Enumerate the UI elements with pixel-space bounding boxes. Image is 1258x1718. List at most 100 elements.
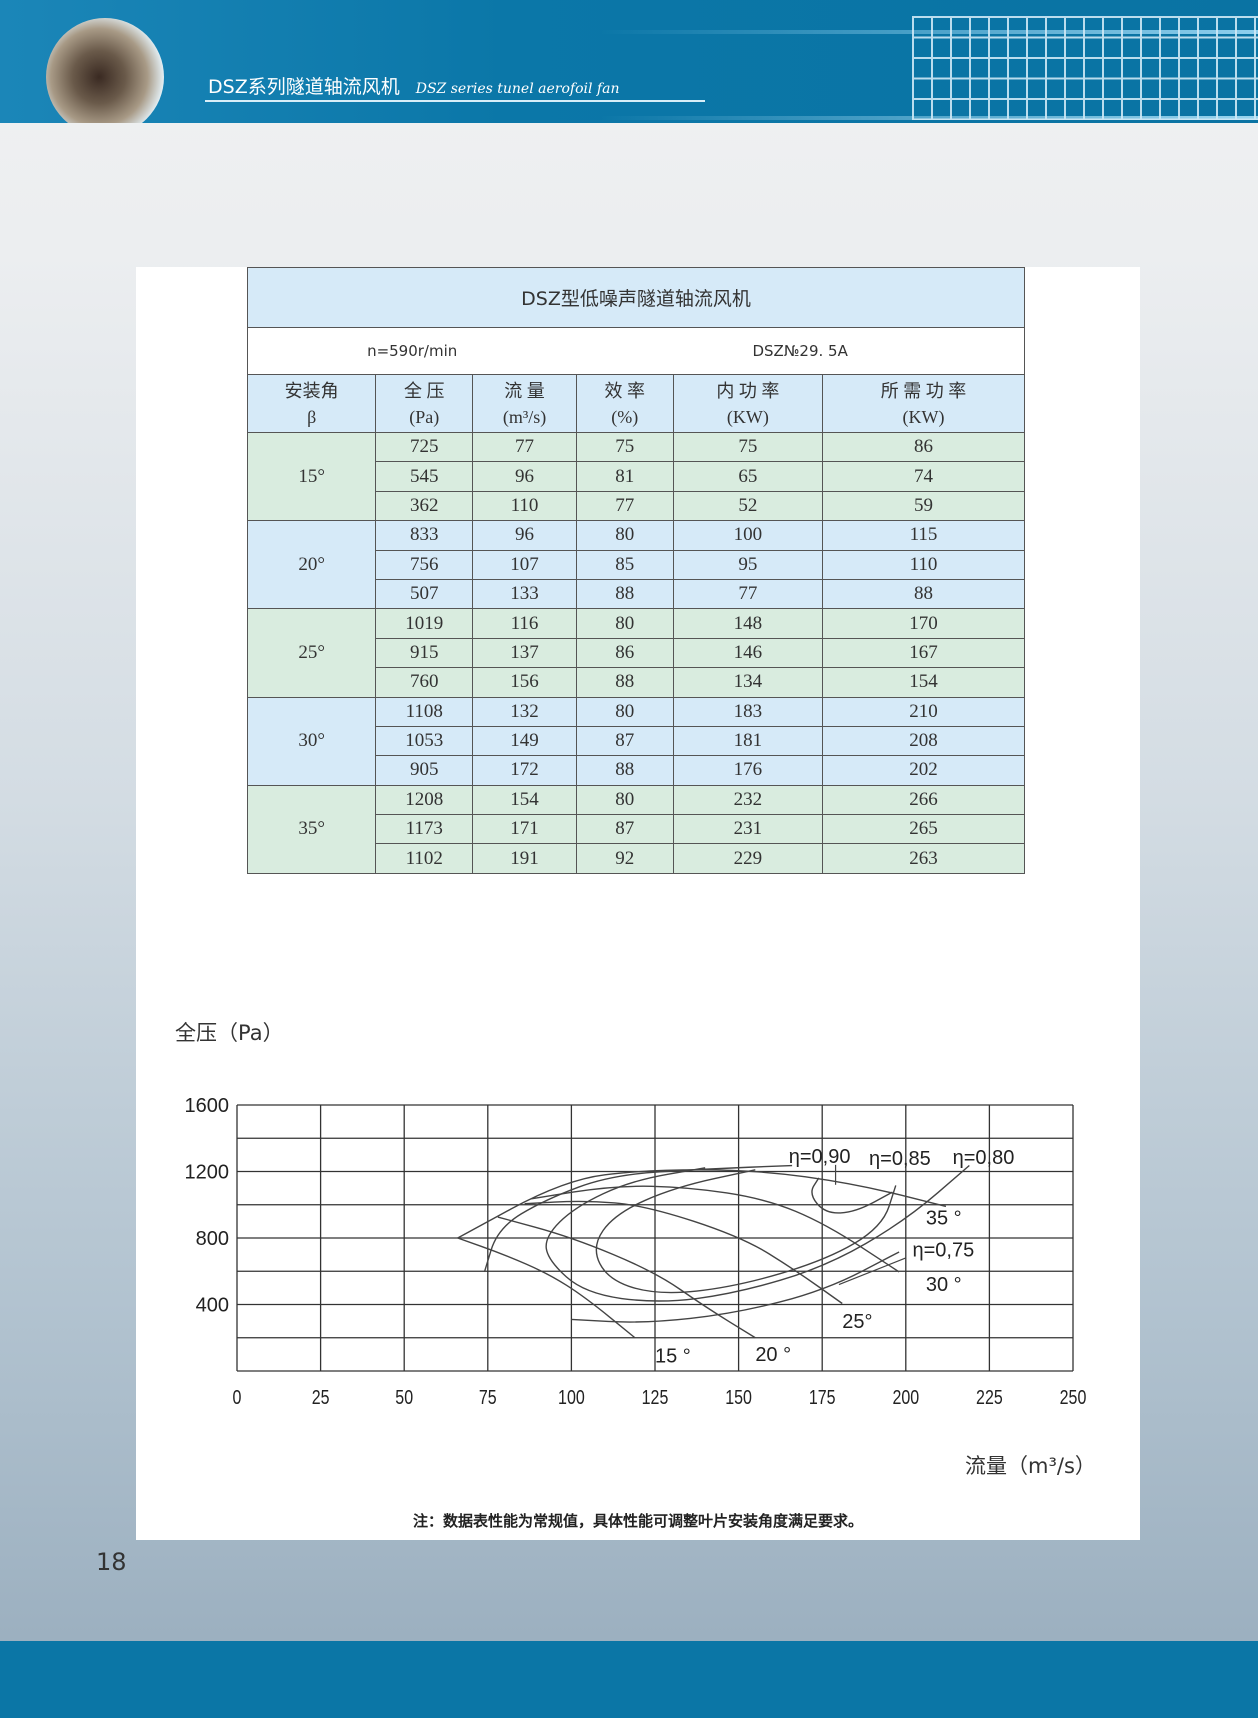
table-row: 15° 725 77 75 75 86 <box>246 431 1025 522</box>
table-cell: 154 <box>822 667 1025 698</box>
table-cell: 86 <box>822 431 1025 463</box>
column-header-line: 所 需 功 率 <box>880 380 967 401</box>
angle-cell: 35° <box>246 784 377 874</box>
table-cell: 1108 <box>375 696 474 727</box>
table-cell: 154 <box>472 784 577 816</box>
table-cell: 88 <box>575 755 674 786</box>
table-cell: 100 <box>672 520 824 551</box>
table-cell: 362 <box>375 490 474 522</box>
column-header-line: 安装角 <box>284 380 339 401</box>
column-header: 流 量 (m³/s) <box>472 374 577 433</box>
column-header: 内 功 率 (KW) <box>672 374 824 433</box>
banner-grid-pattern <box>912 16 1258 120</box>
column-header: 安装角 β <box>246 374 377 433</box>
table-row: 915 137 86 146 167 <box>248 637 1025 669</box>
table-cell: 75 <box>575 431 674 463</box>
table-cell: 725 <box>375 431 474 463</box>
table-cell: 115 <box>822 520 1025 551</box>
table-cell: 77 <box>472 431 577 463</box>
table-cell: 80 <box>575 784 674 816</box>
table-cell: 232 <box>672 784 824 816</box>
table-cell: 1053 <box>375 725 474 757</box>
table-cell: 52 <box>672 490 824 522</box>
table-row: 507 133 88 77 88 <box>248 578 1025 610</box>
table-row: 545 96 81 65 74 <box>248 461 1025 492</box>
column-header-line: (KW) <box>902 406 945 427</box>
column-header: 效 率 (%) <box>575 374 674 433</box>
table-cell: 81 <box>575 461 674 492</box>
table-cell: 266 <box>822 784 1025 816</box>
column-header-line: (KW) <box>726 406 769 427</box>
banner-underline <box>205 100 705 102</box>
table-cell: 265 <box>822 814 1025 845</box>
table-cell: 87 <box>575 725 674 757</box>
table-cell: 172 <box>472 755 577 786</box>
title-chinese: DSZ系列隧道轴流风机 <box>208 76 400 98</box>
table-cell: 110 <box>472 490 577 522</box>
table-cell: 1208 <box>375 784 474 816</box>
column-header-line: 内 功 率 <box>716 380 780 401</box>
table-cell: 134 <box>672 667 824 698</box>
table-cell: 80 <box>575 608 674 639</box>
speed-info: n=590r/min <box>247 327 577 375</box>
table-cell: 80 <box>575 696 674 727</box>
table-cell: 149 <box>472 725 577 757</box>
page-number: 18 <box>96 1548 127 1576</box>
table-row: 760 156 88 134 154 <box>248 667 1025 698</box>
table-cell: 86 <box>575 637 674 669</box>
table-cell: 183 <box>672 696 824 727</box>
table-cell: 137 <box>472 637 577 669</box>
model-info: DSZ№29. 5A <box>576 327 1026 375</box>
footnote: 注：数据表性能为常规值，具体性能可调整叶片安装角度满足要求。 <box>412 1512 863 1530</box>
table-cell: 87 <box>575 814 674 845</box>
table-cell: 80 <box>575 520 674 551</box>
column-header-line: (m³/s) <box>502 406 547 427</box>
table-cell: 905 <box>375 755 474 786</box>
table-cell: 229 <box>672 843 824 874</box>
table-cell: 1019 <box>375 608 474 639</box>
table-cell: 96 <box>472 520 577 551</box>
table-cell: 171 <box>472 814 577 845</box>
table-cell: 191 <box>472 843 577 874</box>
table-cell: 915 <box>375 637 474 669</box>
performance-table: DSZ型低噪声隧道轴流风机 n=590r/min DSZ№29. 5A 安装角 β 全… <box>246 267 1026 874</box>
table-row: 20° 833 96 80 100 115 <box>246 520 1025 610</box>
column-header: 全 压 (Pa) <box>375 374 474 433</box>
table-cell: 88 <box>575 667 674 698</box>
table-cell: 760 <box>375 667 474 698</box>
table-cell: 132 <box>472 696 577 727</box>
table-row: 362 110 77 52 59 <box>248 490 1025 522</box>
table-cell: 148 <box>672 608 824 639</box>
table-cell: 85 <box>575 549 674 580</box>
table-cell: 88 <box>822 578 1025 610</box>
angle-cell: 20° <box>246 520 377 610</box>
column-header-line: (Pa) <box>409 406 440 427</box>
angle-cell: 15° <box>246 431 377 522</box>
table-cell: 88 <box>575 578 674 610</box>
table-row: 756 107 85 95 110 <box>248 549 1025 580</box>
column-header-line: β <box>307 406 317 427</box>
table-cell: 65 <box>672 461 824 492</box>
column-header-line: 全 压 <box>404 380 445 401</box>
table-cell: 116 <box>472 608 577 639</box>
column-header-line: 流 量 <box>504 380 545 401</box>
table-cell: 156 <box>472 667 577 698</box>
table-cell: 107 <box>472 549 577 580</box>
table-cell: 181 <box>672 725 824 757</box>
table-cell: 170 <box>822 608 1025 639</box>
table-cell: 1173 <box>375 814 474 845</box>
table-cell: 210 <box>822 696 1025 727</box>
table-row: 1173 171 87 231 265 <box>248 814 1025 845</box>
angle-cell: 25° <box>246 608 377 698</box>
table-cell: 202 <box>822 755 1025 786</box>
title-english: DSZ series tunel aerofoil fan <box>415 81 620 97</box>
table-cell: 75 <box>672 431 824 463</box>
table-cell: 756 <box>375 549 474 580</box>
table-cell: 59 <box>822 490 1025 522</box>
column-header-line: 效 率 <box>604 380 646 401</box>
column-header-line: (%) <box>611 406 639 427</box>
fan-product-image <box>46 18 164 123</box>
page-header-banner: DSZ系列隧道轴流风机 DSZ series tunel aerofoil fan <box>0 0 1258 123</box>
table-cell: 833 <box>375 520 474 551</box>
angle-cell: 30° <box>246 696 377 786</box>
